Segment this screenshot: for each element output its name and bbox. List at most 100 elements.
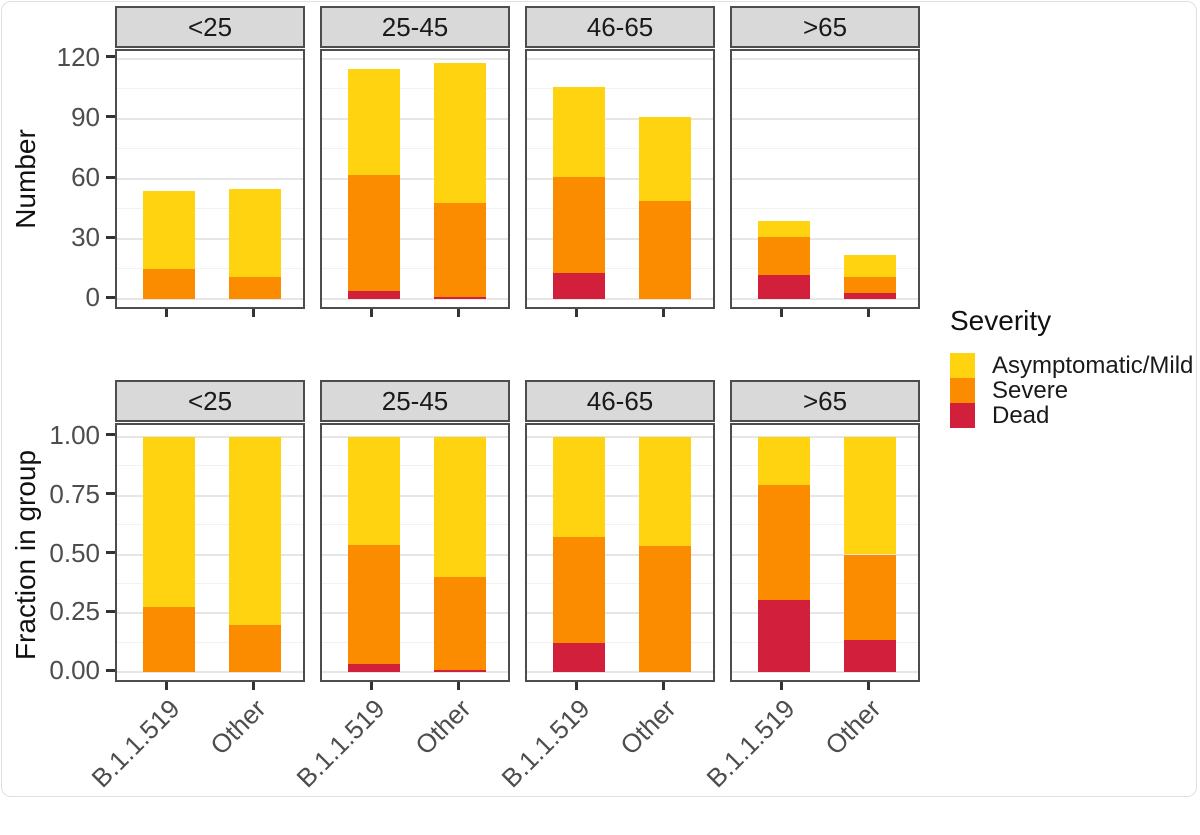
bar-segment-asymptomatic-mild: [639, 116, 692, 201]
bar-segment-severe: [434, 576, 487, 671]
bar-segment-dead: [347, 664, 400, 673]
gridline-major: [527, 671, 713, 674]
facet-strip-2545: 25-45: [320, 6, 510, 48]
gridline-minor: [322, 87, 508, 89]
y-tick-mark: [106, 551, 115, 554]
gridline-minor: [322, 208, 508, 209]
bar-segment-severe: [142, 606, 195, 673]
bar-segment-asymptomatic-mild: [552, 86, 605, 177]
gridline-minor: [527, 87, 713, 89]
gridline-major: [527, 57, 713, 60]
gridline-minor: [527, 641, 713, 643]
gridline-minor: [732, 582, 918, 584]
bar-segment-asymptomatic-mild: [229, 436, 282, 626]
gridline-minor: [117, 148, 303, 149]
bar-segment-severe: [844, 277, 897, 294]
bar-segment-dead: [844, 640, 897, 673]
gridline-minor: [527, 268, 713, 270]
figure-card: Number Fraction in group <25 0 30 60 90 120 25…: [1, 1, 1197, 797]
bar-segment-severe: [757, 237, 810, 276]
y-tick-label: 0.50: [49, 537, 100, 568]
x-tick-mark: [251, 309, 255, 317]
gridline-major: [322, 57, 508, 60]
y-tick-mark: [106, 175, 115, 179]
facet-panel-0: [115, 423, 305, 682]
gridline-major: [527, 178, 713, 180]
y-tick-label: 0.25: [49, 596, 100, 627]
gridline-minor: [527, 148, 713, 149]
gridline-major: [322, 671, 508, 674]
gridline-major: [117, 238, 303, 241]
gridline-major: [732, 298, 918, 301]
x-tick-mark: [165, 682, 169, 690]
legend-items: Asymptomatic/Mild Severe Dead: [950, 351, 1194, 429]
gridline-major: [117, 435, 303, 438]
gridline-minor: [322, 641, 508, 643]
gridline-major: [732, 57, 918, 60]
gridline-minor: [117, 641, 303, 643]
gridline-minor: [322, 524, 508, 526]
x-tick-mark: [575, 682, 579, 690]
gridline-major: [527, 435, 713, 438]
legend-swatch-icon: [950, 353, 975, 378]
facet-strip-25: <25: [115, 380, 305, 422]
y-tick-mark: [106, 55, 115, 59]
gridline-minor: [322, 268, 508, 270]
y-tick-label: 0: [85, 282, 100, 313]
gridline-major: [322, 117, 508, 120]
bar-segment-asymptomatic-mild: [639, 436, 692, 546]
gridline-major: [322, 178, 508, 180]
gridline-minor: [117, 524, 303, 526]
legend-swatch-icon: [950, 403, 975, 428]
y-tick-label: 0.75: [49, 478, 100, 509]
y-tick-label: 90: [71, 101, 100, 132]
facet-strip-25: <25: [115, 6, 305, 48]
x-tick-mark: [165, 309, 169, 317]
gridline-major: [117, 178, 303, 180]
gridline-minor: [732, 465, 918, 467]
gridline-major: [732, 612, 918, 615]
bar-segment-severe: [552, 177, 605, 274]
gridline-major: [732, 553, 918, 556]
gridline-minor: [732, 87, 918, 89]
y-tick-mark: [106, 295, 115, 299]
legend-item: Dead: [950, 402, 1193, 429]
gridline-major: [732, 671, 918, 674]
gridline-major: [117, 553, 303, 556]
y-tick-label: 60: [71, 162, 100, 192]
bar-segment-severe: [229, 625, 282, 673]
y-tick-label: 0.00: [49, 655, 100, 686]
bar-segment-asymptomatic-mild: [844, 436, 897, 555]
x-tick-mark: [456, 682, 460, 690]
y-tick-label: 30: [71, 222, 100, 253]
facet-strip-4665: 46-65: [525, 6, 715, 48]
bar-segment-asymptomatic-mild: [142, 191, 195, 270]
gridline-major: [117, 494, 303, 497]
bar-segment-severe: [757, 485, 810, 600]
facet-panel-3: [730, 49, 920, 309]
gridline-minor: [117, 208, 303, 209]
x-tick-mark: [780, 309, 784, 317]
bar-segment-dead: [552, 643, 605, 673]
legend-label: Asymptomatic/Mild: [992, 351, 1194, 379]
gridline-major: [527, 298, 713, 301]
gridline-major: [732, 238, 918, 241]
gridline-minor: [322, 148, 508, 149]
legend-title: Severity: [950, 305, 1052, 336]
y-tick-label: 1.00: [49, 419, 100, 450]
facet-panel-2: [525, 49, 715, 309]
bar-segment-severe: [229, 277, 282, 300]
gridline-minor: [732, 641, 918, 643]
legend: Severity Asymptomatic/Mild Severe Dead: [950, 305, 1194, 429]
facet-panel-2: [525, 423, 715, 682]
bar-segment-asymptomatic-mild: [142, 436, 195, 607]
x-tick-mark: [866, 309, 870, 317]
y-tick-mark: [106, 115, 115, 119]
gridline-major: [527, 494, 713, 497]
x-tick-mark: [780, 682, 784, 690]
legend-item: Severe: [950, 377, 1193, 404]
gridline-major: [322, 238, 508, 241]
gridline-minor: [527, 465, 713, 467]
y-tick-mark: [106, 433, 115, 437]
facet-strip-65: >65: [730, 380, 920, 422]
